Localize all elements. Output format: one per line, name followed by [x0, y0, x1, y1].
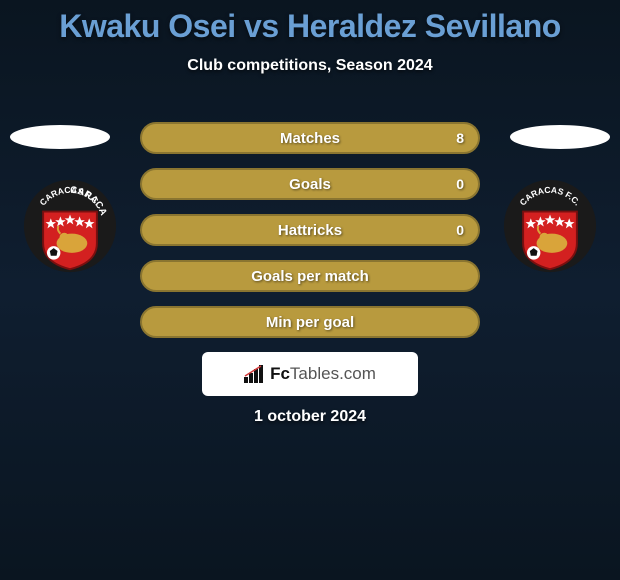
bar-chart-icon	[244, 365, 266, 383]
stat-label: Goals per match	[251, 268, 369, 285]
stats-container: Matches 8 Goals 0 Hattricks 0 Goals per …	[140, 122, 480, 352]
page-title: Kwaku Osei vs Heraldez Sevillano	[0, 0, 620, 45]
brand-box[interactable]: FcTables.com	[202, 352, 418, 396]
brand-bold: Fc	[270, 364, 290, 383]
brand-text: FcTables.com	[244, 364, 376, 384]
stat-value-right: 0	[456, 176, 464, 192]
brand-rest: Tables.com	[290, 364, 376, 383]
stat-value-right: 8	[456, 130, 464, 146]
club-badge-left: CARACAS F.C. CARACAS F.C.	[22, 178, 118, 274]
stat-bar-goals-per-match: Goals per match	[140, 260, 480, 292]
stat-bar-goals: Goals 0	[140, 168, 480, 200]
stat-value-right: 0	[456, 222, 464, 238]
club-badge-right: CARACAS F.C.	[502, 178, 598, 274]
flag-left	[10, 125, 110, 149]
stat-label: Matches	[280, 130, 340, 147]
stat-label: Goals	[289, 176, 331, 193]
stat-bar-hattricks: Hattricks 0	[140, 214, 480, 246]
stat-label: Min per goal	[266, 314, 354, 331]
caracas-badge-icon: CARACAS F.C. CARACAS F.C.	[22, 178, 118, 274]
flag-right	[510, 125, 610, 149]
subtitle: Club competitions, Season 2024	[0, 57, 620, 75]
caracas-badge-icon: CARACAS F.C.	[502, 178, 598, 274]
date-text: 1 october 2024	[0, 408, 620, 426]
stat-label: Hattricks	[278, 222, 342, 239]
stat-bar-min-per-goal: Min per goal	[140, 306, 480, 338]
stat-bar-matches: Matches 8	[140, 122, 480, 154]
